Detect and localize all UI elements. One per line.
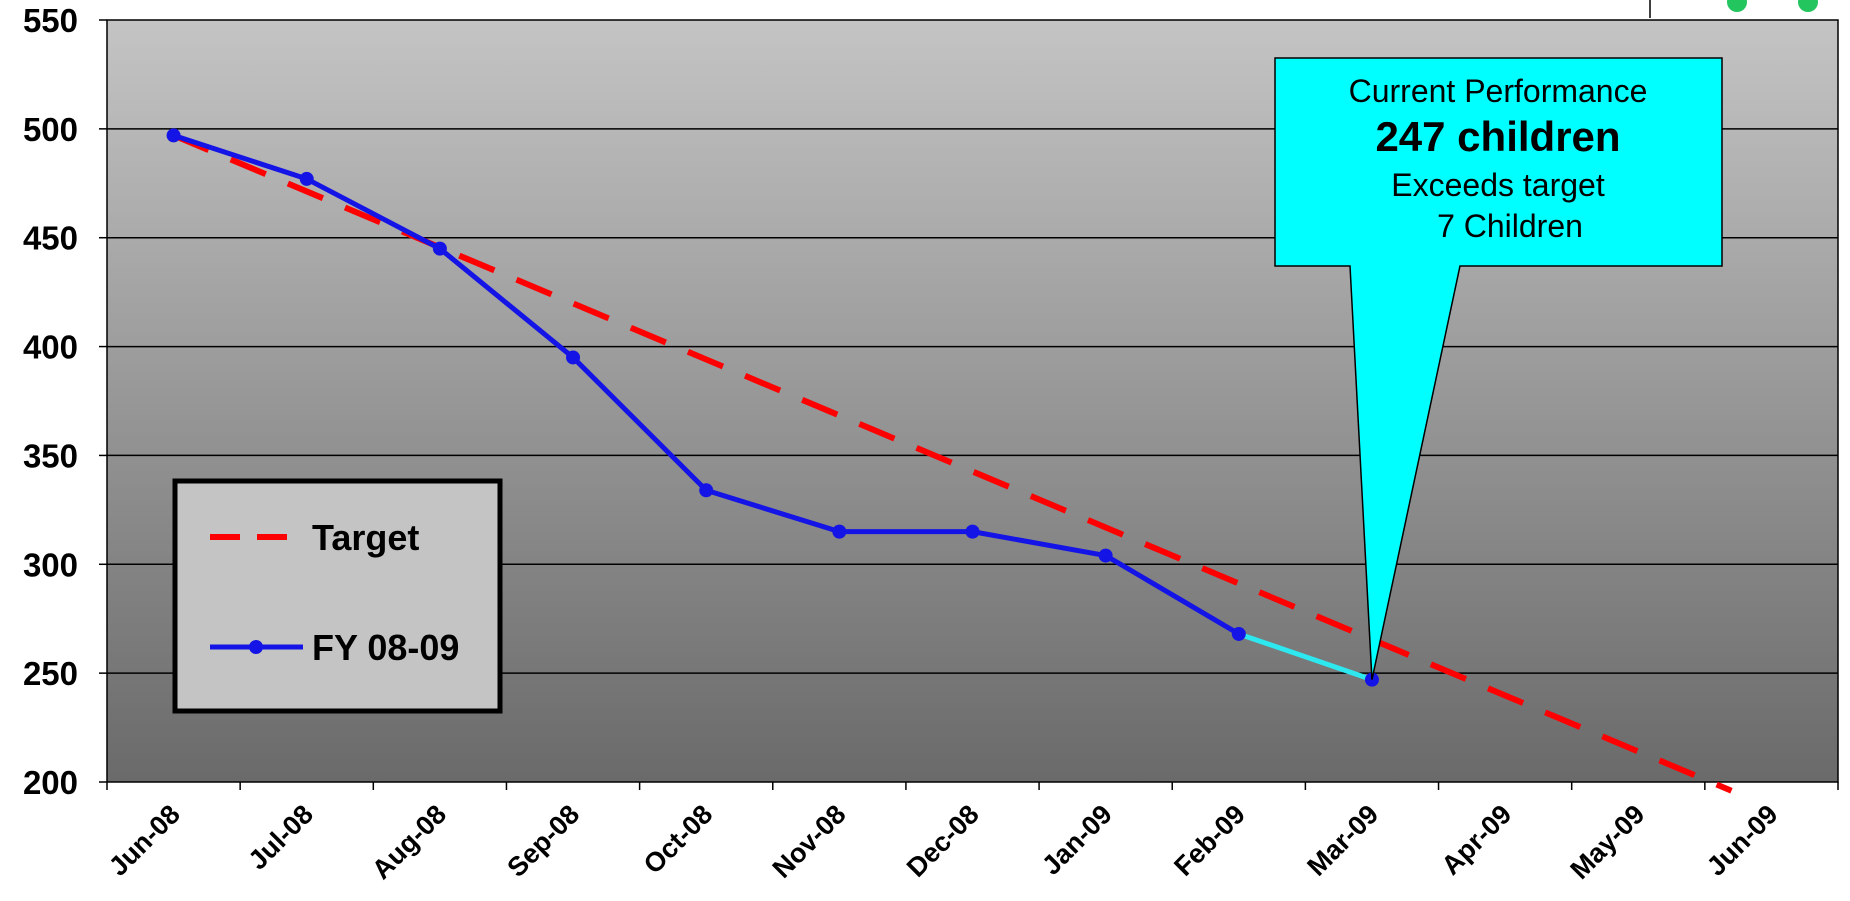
callout-line-4: 7 Children: [1437, 208, 1583, 244]
fy-data-point: [1098, 548, 1113, 563]
x-tick-label: Jun-08: [103, 799, 186, 882]
fy-data-point: [432, 241, 447, 256]
series-layer: [166, 128, 1733, 794]
green-dot-icon: [1798, 0, 1818, 12]
x-tick-label: Feb-09: [1168, 799, 1251, 882]
fy-line-segment: [171, 132, 310, 182]
fy-line-segment: [304, 176, 443, 252]
corner-decoration: [1649, 0, 1818, 18]
callout-line-3: Exceeds target: [1391, 167, 1605, 203]
x-tick-label: Jan-09: [1036, 799, 1118, 881]
callout-line-1: Current Performance: [1349, 73, 1648, 109]
fy-data-point: [1231, 626, 1246, 641]
y-tick-label: 200: [23, 764, 78, 801]
x-tick-label: Jul-08: [243, 799, 319, 875]
fy-line-segment: [1103, 553, 1242, 637]
y-tick-label: 450: [23, 220, 78, 257]
fy-line-segment: [970, 529, 1109, 559]
fy-line-segment: [703, 487, 842, 535]
green-dot-icon: [1727, 0, 1747, 12]
x-tick-label: Apr-09: [1436, 799, 1518, 881]
fy-line-segment: [570, 354, 709, 493]
fy-data-point: [566, 350, 581, 365]
y-tick-label: 250: [23, 655, 78, 692]
performance-callout: Current Performance 247 children Exceeds…: [1274, 57, 1723, 680]
callout-line-2: 247 children: [1375, 113, 1620, 160]
x-tick-label: Mar-09: [1301, 799, 1384, 882]
fy-data-point: [832, 524, 847, 539]
fy-data-point: [965, 524, 980, 539]
y-tick-label: 300: [23, 546, 78, 583]
fy-data-point: [299, 171, 314, 186]
x-tick-label: May-09: [1565, 799, 1651, 885]
fy-data-point: [699, 483, 714, 498]
x-tick-label: Sep-08: [501, 799, 585, 883]
legend-box: [172, 478, 503, 714]
callout-shape: [1274, 57, 1723, 680]
fy-line-segment: [1236, 631, 1375, 683]
legend-fy-label: FY 08-09: [312, 627, 459, 668]
y-tick-label: 550: [23, 2, 78, 39]
x-tick-label: Dec-08: [901, 799, 985, 883]
legend-target-label: Target: [312, 517, 419, 558]
x-tick-label: Aug-08: [366, 799, 452, 885]
legend-fy-marker: [249, 640, 263, 654]
x-axis: Jun-08 Jul-08 Aug-08 Sep-08 Oct-08 Nov-08 Dec-…: [103, 782, 1839, 885]
y-tick-label: 350: [23, 437, 78, 474]
y-tick-label: 500: [23, 111, 78, 148]
y-axis: 200 250 300 350 400 450 500 550: [23, 2, 107, 801]
fy-line-segment: [437, 246, 576, 360]
y-tick-label: 400: [23, 329, 78, 366]
fy-data-point: [166, 128, 181, 143]
x-tick-label: Jun-09: [1701, 799, 1784, 882]
legend: Target FY 08-09: [172, 478, 503, 714]
x-tick-label: Nov-08: [767, 799, 852, 884]
x-tick-label: Oct-08: [638, 799, 719, 880]
